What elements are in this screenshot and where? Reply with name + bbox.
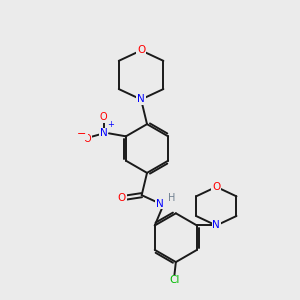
Text: −: − [77,129,87,139]
Text: O: O [118,193,126,202]
Text: N: N [212,220,220,230]
Text: H: H [168,193,176,203]
Text: O: O [100,112,107,122]
Text: Cl: Cl [169,275,180,286]
Text: O: O [212,182,220,192]
Text: N: N [156,199,164,208]
Text: N: N [137,94,145,104]
Text: +: + [108,120,115,129]
Text: O: O [137,45,145,56]
Text: N: N [100,128,107,138]
Text: O: O [83,134,91,144]
